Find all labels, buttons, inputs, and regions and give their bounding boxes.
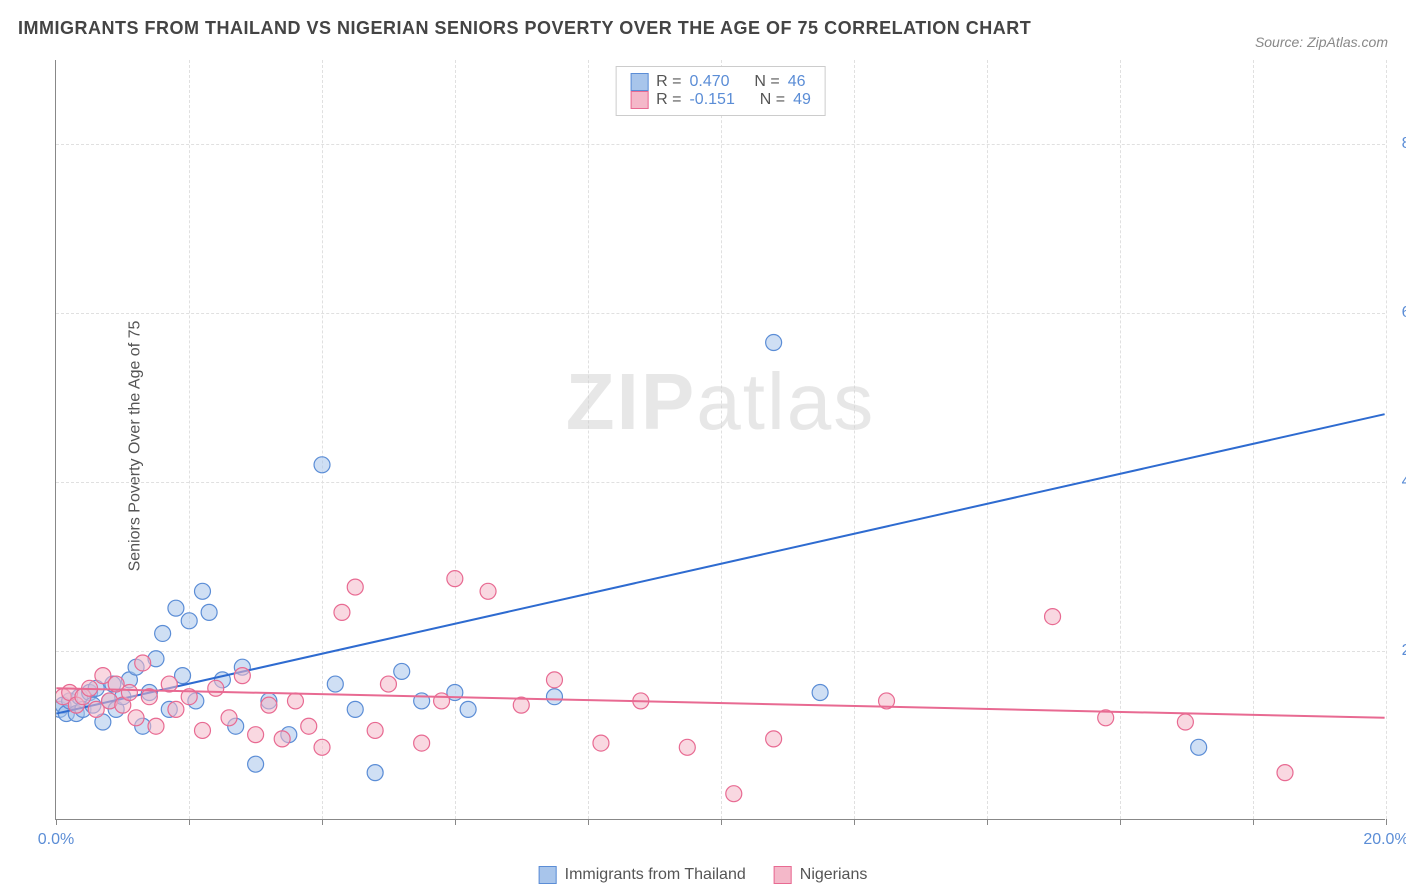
data-point [168, 701, 184, 717]
trend-line [56, 688, 1384, 718]
data-point [334, 604, 350, 620]
plot-area: ZIPatlas R = 0.470 N = 46 R = -0.151 N =… [55, 60, 1385, 820]
chart-svg [56, 60, 1385, 819]
data-point [201, 604, 217, 620]
legend-item-0: Immigrants from Thailand [539, 866, 746, 884]
data-point [546, 672, 562, 688]
data-point [221, 710, 237, 726]
y-tick-label: 40.0% [1402, 473, 1406, 491]
data-point [135, 655, 151, 671]
source-label: Source: ZipAtlas.com [1255, 34, 1388, 50]
legend-item-1: Nigerians [774, 866, 868, 884]
x-tick-label: 20.0% [1363, 831, 1406, 849]
data-point [367, 765, 383, 781]
data-point [301, 718, 317, 734]
data-point [248, 756, 264, 772]
data-point [812, 685, 828, 701]
data-point [194, 722, 210, 738]
n-prefix: N = [760, 91, 785, 109]
series-legend: Immigrants from Thailand Nigerians [539, 866, 868, 884]
data-point [181, 613, 197, 629]
data-point [546, 689, 562, 705]
data-point [261, 697, 277, 713]
n-prefix: N = [754, 73, 779, 91]
legend-swatch-0 [630, 73, 648, 91]
data-point [121, 685, 137, 701]
data-point [414, 735, 430, 751]
data-point [1177, 714, 1193, 730]
data-point [168, 600, 184, 616]
n-value-0: 46 [788, 73, 806, 91]
data-point [1277, 765, 1293, 781]
data-point [148, 718, 164, 734]
data-point [1045, 609, 1061, 625]
data-point [155, 625, 171, 641]
r-value-0: 0.470 [689, 73, 729, 91]
data-point [161, 676, 177, 692]
legend-bottom-label-0: Immigrants from Thailand [565, 866, 746, 884]
data-point [1191, 739, 1207, 755]
x-tick-label: 0.0% [38, 831, 74, 849]
data-point [766, 731, 782, 747]
chart-title: IMMIGRANTS FROM THAILAND VS NIGERIAN SEN… [18, 18, 1031, 39]
legend-bottom-swatch-1 [774, 866, 792, 884]
data-point [447, 571, 463, 587]
y-tick-label: 60.0% [1402, 304, 1406, 322]
y-tick-label: 20.0% [1402, 642, 1406, 660]
data-point [766, 335, 782, 351]
legend-bottom-label-1: Nigerians [800, 866, 868, 884]
data-point [460, 701, 476, 717]
trend-line [56, 414, 1384, 713]
n-value-1: 49 [793, 91, 811, 109]
legend-bottom-swatch-0 [539, 866, 557, 884]
y-tick-label: 80.0% [1402, 135, 1406, 153]
correlation-legend: R = 0.470 N = 46 R = -0.151 N = 49 [615, 66, 826, 116]
data-point [380, 676, 396, 692]
data-point [287, 693, 303, 709]
data-point [314, 457, 330, 473]
data-point [593, 735, 609, 751]
data-point [434, 693, 450, 709]
legend-row-0: R = 0.470 N = 46 [630, 73, 811, 91]
data-point [314, 739, 330, 755]
data-point [726, 786, 742, 802]
data-point [128, 710, 144, 726]
legend-swatch-1 [630, 91, 648, 109]
legend-row-1: R = -0.151 N = 49 [630, 91, 811, 109]
data-point [480, 583, 496, 599]
data-point [347, 701, 363, 717]
data-point [367, 722, 383, 738]
data-point [394, 663, 410, 679]
r-prefix: R = [656, 91, 681, 109]
data-point [679, 739, 695, 755]
data-point [274, 731, 290, 747]
data-point [347, 579, 363, 595]
data-point [194, 583, 210, 599]
data-point [234, 668, 250, 684]
data-point [208, 680, 224, 696]
r-prefix: R = [656, 73, 681, 91]
data-point [248, 727, 264, 743]
r-value-1: -0.151 [689, 91, 734, 109]
data-point [327, 676, 343, 692]
